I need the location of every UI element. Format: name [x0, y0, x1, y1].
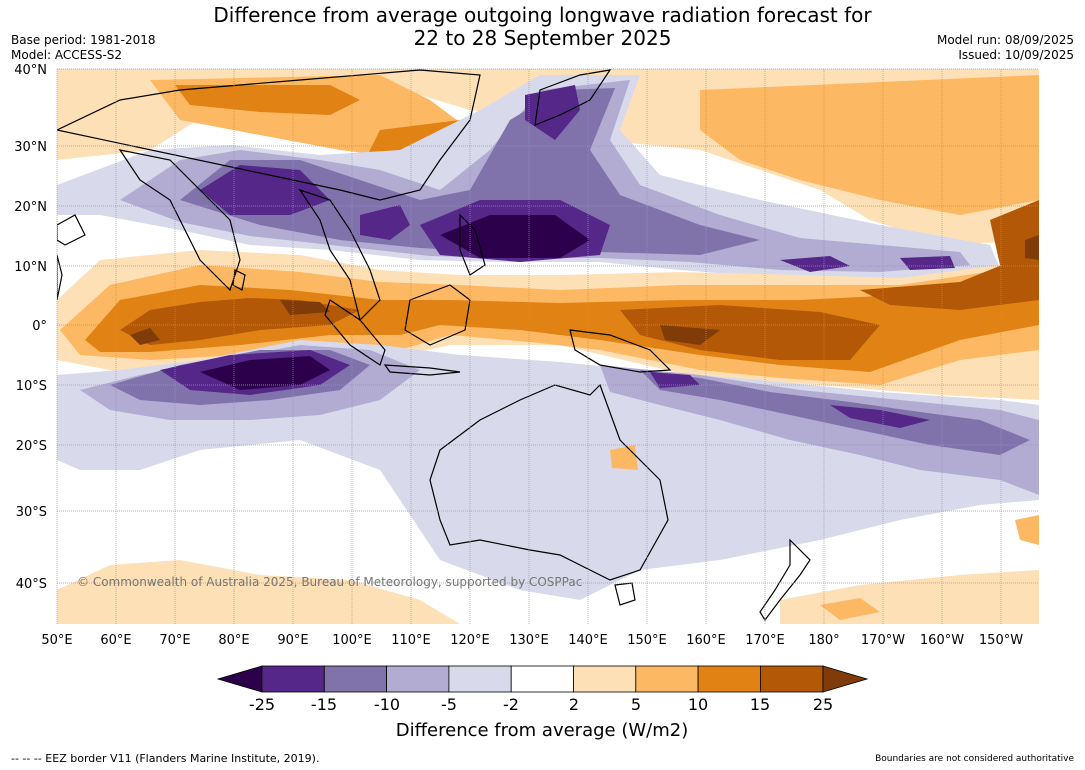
colorbar [216, 665, 869, 693]
colorbar-swatch [760, 665, 824, 693]
colorbar-swatch-min [216, 665, 263, 693]
lat-label: 40°S [16, 577, 47, 592]
colorbar-title: Difference from average (W/m2) [396, 720, 688, 741]
colorbar-tick: -2 [503, 695, 519, 714]
anomaly-region [180, 88, 760, 255]
colorbar-tick: 25 [813, 695, 833, 714]
anomaly-region [700, 75, 1039, 215]
colorbar-swatch-max [822, 665, 869, 693]
lon-label: 60°E [100, 633, 131, 648]
model-name: Model: ACCESS-S2 [11, 48, 123, 62]
lon-label: 150°E [627, 633, 667, 648]
lon-label: 120°E [450, 633, 490, 648]
colorbar-tick: 10 [688, 695, 708, 714]
lat-labels: 40°N 30°N 20°N 10°N 0° 10°S 20°S 30°S 40… [14, 63, 47, 592]
anomaly-region [360, 205, 410, 240]
coastline-indochina [298, 188, 381, 322]
coastline-sumatra [324, 299, 386, 366]
lon-label: 110°E [391, 633, 431, 648]
coastline-tasmania [614, 582, 636, 606]
coastline-new-guinea [569, 329, 672, 373]
lat-label: 20°N [14, 200, 47, 215]
lat-label: 30°N [14, 140, 47, 155]
anomaly-region [620, 305, 880, 360]
anomaly-region [200, 165, 330, 215]
lon-label: 170°E [745, 633, 785, 648]
lat-label: 10°N [14, 260, 47, 275]
lat-label: 20°S [16, 439, 47, 454]
graticule [56, 68, 1039, 624]
colorbar-swatch [697, 665, 761, 693]
colorbar-tick: -5 [441, 695, 457, 714]
lon-label: 70°E [159, 633, 190, 648]
copyright-notice: © Commonwealth of Australia 2025, Bureau… [77, 575, 583, 589]
anomaly-region [57, 560, 460, 624]
anomaly-region [200, 356, 330, 390]
boundaries-disclaimer: Boundaries are not considered authoritat… [875, 754, 1074, 764]
colorbar-swatch [635, 665, 699, 693]
lat-label: 30°S [16, 505, 47, 520]
lon-label: 160°W [920, 633, 964, 648]
colorbar-tick: -15 [311, 695, 337, 714]
colorbar-swatch [510, 665, 574, 693]
colorbar-tick: 5 [631, 695, 641, 714]
map-title: Difference from average outgoing longwav… [0, 4, 1085, 50]
lon-label: 140°E [568, 633, 608, 648]
colorbar-swatch [323, 665, 387, 693]
colorbar-tick: -10 [374, 695, 400, 714]
coastline-arabia [57, 214, 86, 246]
coastline-philippines [459, 213, 486, 276]
eez-legend-note: -- -- -- EEZ border V11 (Flanders Marine… [11, 752, 320, 765]
colorbar-ticks: -25 -15 -10 -5 -2 2 5 10 15 25 Differenc… [249, 695, 833, 741]
lon-label: 150°W [979, 633, 1023, 648]
lat-label: 10°S [16, 379, 47, 394]
lon-labels: 50°E 60°E 70°E 80°E 90°E 100°E 110°E 120… [41, 633, 1023, 648]
coastline-africa [57, 254, 63, 301]
lon-label: 160°E [686, 633, 726, 648]
coastline-java [383, 364, 461, 376]
colorbar-tick: 15 [750, 695, 770, 714]
colorbar-swatch [448, 665, 512, 693]
anomaly-region [440, 215, 590, 258]
colorbar-swatch [261, 665, 325, 693]
coastline-borneo [404, 284, 471, 346]
title-line-2: 22 to 28 September 2025 [413, 26, 672, 50]
colorbar-tick: -25 [249, 695, 275, 714]
anomaly-region [640, 370, 1030, 455]
lon-label: 50°E [41, 633, 72, 648]
anomaly-region [860, 250, 1039, 310]
lon-label: 130°E [509, 633, 549, 648]
colorbar-tick: 2 [569, 695, 579, 714]
lat-label: 40°N [14, 63, 47, 78]
lon-label: 90°E [277, 633, 308, 648]
anomaly-region [175, 85, 360, 115]
colorbar-swatch [573, 665, 637, 693]
lat-label: 0° [32, 319, 47, 334]
model-run: Model run: 08/09/2025 [936, 33, 1074, 47]
lon-label: 170°W [861, 633, 905, 648]
meta-right: Model run: 08/09/2025 Issued: 10/09/2025 [937, 33, 1074, 63]
coastline-china [57, 69, 481, 201]
meta-left: Base period: 1981-2018 Model: ACCESS-S2 [11, 33, 156, 63]
issued-date: Issued: 10/09/2025 [958, 48, 1074, 62]
coastline-japan [534, 69, 612, 126]
coastline-india [118, 149, 241, 292]
lon-label: 80°E [218, 633, 249, 648]
base-period: Base period: 1981-2018 [11, 33, 156, 47]
colorbar-swatch [386, 665, 450, 693]
title-line-1: Difference from average outgoing longwav… [213, 3, 872, 27]
lon-label: 100°E [332, 633, 372, 648]
anomaly-region [650, 372, 930, 428]
anomaly-field [57, 69, 1039, 624]
lon-label: 180° [808, 633, 839, 648]
